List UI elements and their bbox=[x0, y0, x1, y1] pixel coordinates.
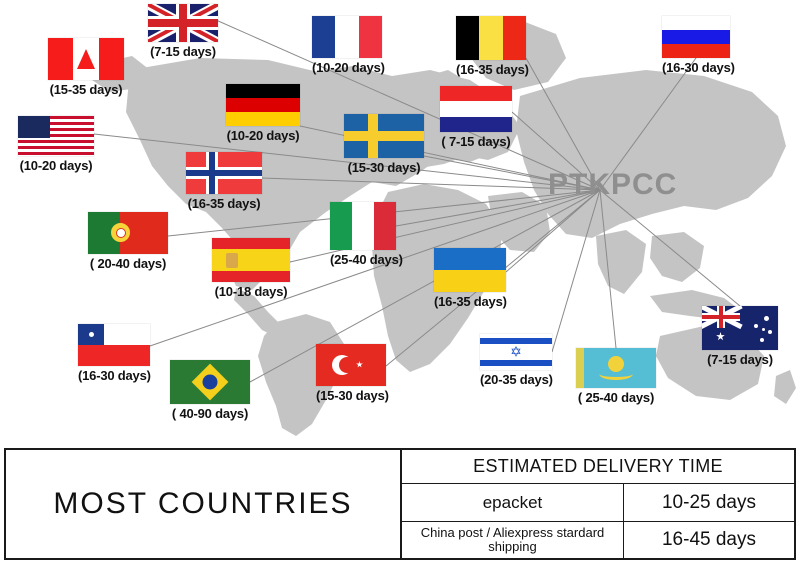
flag-marker-kazakhstan: ( 25-40 days) bbox=[576, 348, 656, 405]
norway-delivery-label: (16-35 days) bbox=[187, 196, 261, 211]
germany-delivery-label: (10-20 days) bbox=[226, 128, 300, 143]
flag-marker-ukraine: (16-35 days) bbox=[434, 248, 507, 309]
sweden-delivery-label: (15-30 days) bbox=[347, 160, 421, 175]
usa-flag-icon bbox=[18, 116, 94, 156]
uk-flag-icon bbox=[148, 4, 218, 42]
table-row: China post / Aliexpress stardard shippin… bbox=[402, 522, 794, 558]
flag-marker-sweden: (15-30 days) bbox=[344, 114, 424, 175]
norway-flag-icon bbox=[186, 152, 262, 194]
brazil-delivery-label: ( 40-90 days) bbox=[171, 406, 249, 421]
france-delivery-label: (10-20 days) bbox=[312, 60, 385, 75]
sweden-flag-icon bbox=[344, 114, 424, 158]
table-header-row: ESTIMATED DELIVERY TIME bbox=[402, 450, 794, 484]
flag-marker-usa: (10-20 days) bbox=[18, 116, 94, 173]
flag-marker-belgium: (16-35 days) bbox=[456, 16, 529, 77]
flag-marker-france: (10-20 days) bbox=[312, 16, 385, 75]
flag-marker-italy: (25-40 days) bbox=[330, 202, 403, 267]
turkey-flag-icon bbox=[316, 344, 386, 386]
estimated-delivery-time-header: ESTIMATED DELIVERY TIME bbox=[473, 456, 723, 477]
china-post-service-label: China post / Aliexpress stardard shippin… bbox=[402, 522, 624, 558]
kazakhstan-delivery-label: ( 25-40 days) bbox=[577, 390, 655, 405]
flag-marker-australia: (7-15 days) bbox=[702, 306, 778, 367]
australia-flag-icon bbox=[702, 306, 778, 350]
israel-flag-icon: ✡ bbox=[480, 334, 552, 370]
belgium-flag-icon bbox=[456, 16, 526, 60]
delivery-table-body: ESTIMATED DELIVERY TIME epacket 10-25 da… bbox=[402, 450, 794, 558]
usa-delivery-label: (10-20 days) bbox=[19, 158, 93, 173]
russia-flag-icon bbox=[662, 16, 730, 58]
spain-flag-icon bbox=[212, 238, 290, 282]
portugal-flag-icon bbox=[88, 212, 168, 254]
world-map-panel: PTKPCC (15-35 days) bbox=[18, 4, 796, 436]
france-flag-icon bbox=[312, 16, 382, 58]
netherlands-delivery-label: ( 7-15 days) bbox=[441, 134, 511, 149]
delivery-time-table: MOST COUNTRIES ESTIMATED DELIVERY TIME e… bbox=[4, 448, 796, 560]
australia-delivery-label: (7-15 days) bbox=[707, 352, 773, 367]
canada-flag-icon bbox=[48, 38, 124, 80]
flag-marker-spain: (10-18 days) bbox=[212, 238, 290, 299]
china-post-delivery-time: 16-45 days bbox=[661, 529, 756, 551]
flag-marker-uk: (7-15 days) bbox=[148, 4, 218, 59]
netherlands-flag-icon bbox=[440, 86, 512, 132]
table-row: epacket 10-25 days bbox=[402, 484, 794, 522]
flag-marker-chile: (16-30 days) bbox=[78, 324, 151, 383]
ukraine-flag-icon bbox=[434, 248, 506, 292]
epacket-delivery-time: 10-25 days bbox=[661, 491, 756, 513]
flag-marker-israel: ✡ (20-35 days) bbox=[480, 334, 553, 387]
epacket-service-label: epacket bbox=[402, 484, 624, 521]
flag-marker-portugal: ( 20-40 days) bbox=[88, 212, 168, 271]
brazil-flag-icon bbox=[170, 360, 250, 404]
most-countries-cell: MOST COUNTRIES bbox=[6, 450, 402, 558]
uk-delivery-label: (7-15 days) bbox=[150, 44, 216, 59]
israel-delivery-label: (20-35 days) bbox=[480, 372, 553, 387]
italy-flag-icon bbox=[330, 202, 396, 250]
turkey-delivery-label: (15-30 days) bbox=[316, 388, 389, 403]
russia-delivery-label: (16-30 days) bbox=[662, 60, 735, 75]
ukraine-delivery-label: (16-35 days) bbox=[434, 294, 507, 309]
spain-delivery-label: (10-18 days) bbox=[214, 284, 288, 299]
flag-marker-russia: (16-30 days) bbox=[662, 16, 735, 75]
flag-marker-norway: (16-35 days) bbox=[186, 152, 262, 211]
italy-delivery-label: (25-40 days) bbox=[330, 252, 403, 267]
watermark-text: PTKPCC bbox=[548, 168, 678, 201]
flag-marker-brazil: ( 40-90 days) bbox=[170, 360, 250, 421]
chile-delivery-label: (16-30 days) bbox=[78, 368, 151, 383]
belgium-delivery-label: (16-35 days) bbox=[456, 62, 529, 77]
flag-marker-turkey: (15-30 days) bbox=[316, 344, 389, 403]
chile-flag-icon bbox=[78, 324, 150, 366]
canada-delivery-label: (15-35 days) bbox=[49, 82, 123, 97]
flag-marker-netherlands: ( 7-15 days) bbox=[440, 86, 512, 149]
most-countries-label: MOST COUNTRIES bbox=[53, 487, 353, 520]
flag-marker-canada: (15-35 days) bbox=[48, 38, 124, 97]
kazakhstan-flag-icon bbox=[576, 348, 656, 388]
flag-marker-germany: (10-20 days) bbox=[226, 84, 300, 143]
portugal-delivery-label: ( 20-40 days) bbox=[89, 256, 167, 271]
germany-flag-icon bbox=[226, 84, 300, 126]
